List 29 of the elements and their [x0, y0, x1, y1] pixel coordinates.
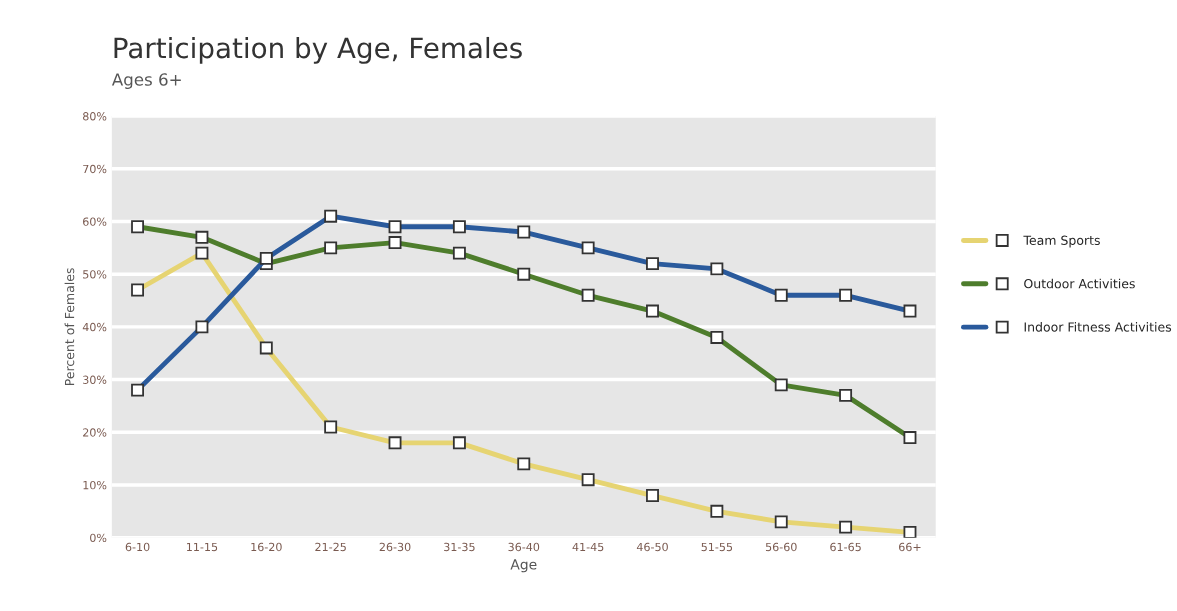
legend-label: Outdoor Activities [1024, 278, 1135, 289]
x-axis-title: Age [510, 559, 537, 573]
y-tick-label: 60% [83, 217, 107, 226]
y-tick-label: 70% [83, 164, 107, 174]
x-tick-label: 31-35 [444, 542, 475, 552]
y-axis-title: Percent of Females [64, 268, 75, 386]
y-tick-label: 80% [83, 112, 107, 121]
y-tick-label: 10% [83, 480, 107, 490]
x-tick-label: 61-65 [830, 542, 861, 552]
x-tick-label: 46-50 [636, 542, 668, 552]
legend-label: Indoor Fitness Activities [1024, 322, 1172, 332]
x-tick-label: 11-15 [187, 542, 218, 552]
y-tick-label: 20% [83, 428, 107, 437]
legend-label: Team Sports [1023, 235, 1100, 248]
x-tick-label: 21-25 [315, 542, 346, 552]
x-tick-label: 6-10 [125, 542, 150, 552]
x-tick-label: 36-40 [508, 542, 540, 552]
y-tick-label: 0% [90, 533, 107, 543]
chart-title: Participation by Age, Females [114, 36, 522, 64]
x-tick-label: 56-60 [765, 542, 797, 552]
x-tick-label: 26-30 [379, 542, 411, 552]
x-tick-label: 66+ [899, 542, 921, 552]
y-tick-label: 30% [83, 375, 107, 384]
x-tick-label: 51-55 [701, 542, 733, 552]
x-tick-label: 41-45 [572, 542, 604, 552]
chart-subtitle: Ages 6+ [111, 73, 181, 90]
y-tick-label: 50% [83, 270, 107, 279]
x-tick-label: 16-20 [251, 542, 282, 552]
y-tick-label: 40% [82, 322, 107, 332]
